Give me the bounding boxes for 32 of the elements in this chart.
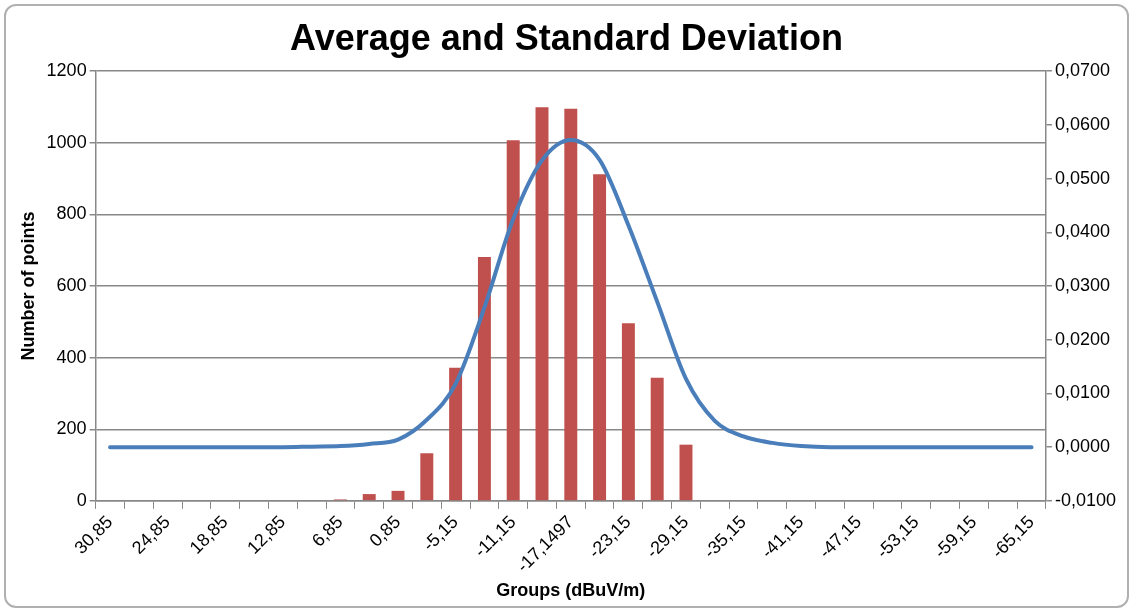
y2-tick-label: 0,0600 xyxy=(1054,113,1111,134)
bar xyxy=(477,257,491,501)
y2-tick-label: -0,0100 xyxy=(1054,489,1117,510)
y-tick-label: 200 xyxy=(56,418,87,439)
bar xyxy=(506,140,520,501)
bar xyxy=(391,490,405,501)
bar xyxy=(650,377,664,501)
y2-tick-label: 0,0300 xyxy=(1054,275,1111,296)
y2-tick-label: 0,0200 xyxy=(1054,328,1111,349)
y-axis-title: Number of points xyxy=(17,211,38,361)
bar xyxy=(593,174,607,501)
bar xyxy=(679,444,693,501)
bar xyxy=(621,323,635,501)
y2-tick-label: 0,0100 xyxy=(1054,382,1111,403)
bar xyxy=(449,367,463,501)
bar xyxy=(362,494,376,501)
line-series xyxy=(108,137,1034,450)
y2-tick-label: 0,0000 xyxy=(1054,436,1111,457)
bar xyxy=(564,108,578,501)
y2-tick-label: 0,0500 xyxy=(1054,167,1111,188)
y-tick-label: 1200 xyxy=(46,60,87,81)
bar xyxy=(535,107,549,501)
y-tick-label: 600 xyxy=(56,275,87,296)
bar xyxy=(420,453,434,501)
y2-tick-label: 0,0700 xyxy=(1054,60,1111,81)
y2-tick-label: 0,0400 xyxy=(1054,221,1111,242)
x-axis-title: Groups (dBuV/m) xyxy=(496,580,646,601)
y-tick-label: 800 xyxy=(56,203,87,224)
y-tick-label: 400 xyxy=(56,346,87,367)
y-tick-label: 0 xyxy=(76,489,87,510)
y-tick-label: 1000 xyxy=(46,131,87,152)
chart-title: Average and Standard Deviation xyxy=(290,16,843,58)
